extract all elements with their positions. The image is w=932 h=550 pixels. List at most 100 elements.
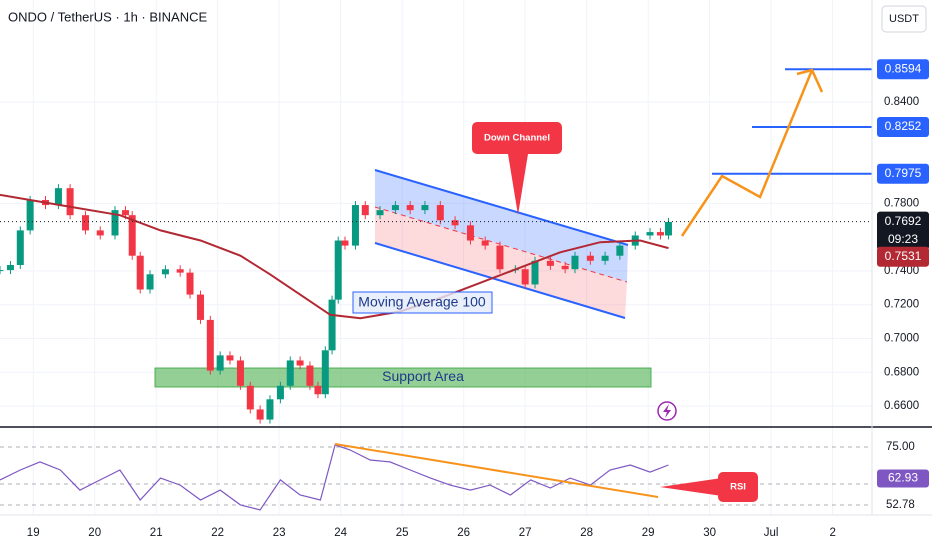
candle: [306, 365, 314, 386]
candle: [546, 260, 554, 266]
candle: [6, 265, 14, 271]
candle: [136, 255, 144, 290]
candle: [26, 199, 34, 231]
down-channel-callout: Down Channel: [472, 122, 562, 215]
x-tick-label: 23: [273, 527, 286, 539]
last-price-badge: [877, 211, 929, 250]
currency: USDT: [889, 13, 919, 25]
rsi-callout-text: RSI: [730, 482, 746, 493]
candle: [81, 215, 89, 231]
candle: [351, 205, 359, 246]
price-badge-text: 0.7975: [885, 166, 922, 180]
candle: [321, 350, 329, 395]
plot: [0, 68, 872, 424]
rsi-tick-label: 75.00: [886, 441, 915, 453]
callout-box: [472, 122, 562, 154]
ma-price-text: 0.7531: [885, 249, 922, 263]
x-tick-label: 19: [27, 527, 40, 539]
x-tick-label: 20: [88, 527, 101, 539]
candle: [206, 319, 214, 371]
candle: [121, 210, 129, 216]
candle: [421, 205, 429, 211]
ma-price-badge: [877, 246, 929, 267]
candle: [451, 220, 459, 226]
ma-label-box: [352, 291, 493, 314]
price-badge: [877, 117, 929, 138]
candle: [646, 232, 654, 236]
x-tick-label: 27: [519, 527, 532, 539]
candle: [266, 399, 274, 420]
candle: [276, 385, 284, 400]
candle: [481, 240, 489, 246]
icon-bolt: [663, 404, 671, 418]
candle: [436, 205, 444, 221]
rsi-callout-box: [718, 472, 758, 502]
callout-pointer: [508, 154, 528, 215]
candle: [466, 225, 474, 241]
support-label: Support Area: [382, 368, 464, 384]
candle: [186, 272, 194, 295]
candle: [328, 299, 336, 351]
support-rect: [154, 367, 652, 388]
candle: [146, 274, 154, 290]
y-tick-label: 0.7000: [884, 333, 919, 345]
candle: [376, 210, 384, 216]
rsi-trendline: [334, 443, 659, 498]
y-tick-label: 0.7800: [884, 197, 919, 209]
channel-upper-fill: [375, 170, 628, 282]
x-tick-label: 22: [211, 527, 224, 539]
candle: [16, 230, 24, 266]
candle: [406, 205, 414, 211]
candle: [521, 269, 529, 285]
last-price-text: 0.7692: [885, 214, 922, 228]
rsi-badge: [877, 469, 929, 488]
axes: 0.6600 0.6800 0.7000 0.7200 0.7400 0.7800 0.84…: [27, 59, 929, 539]
rsi-badge-text: 62.93: [888, 471, 918, 485]
support-zone: Support Area: [154, 367, 652, 388]
candle: [0, 270, 4, 272]
grid: [0, 0, 872, 515]
candle: [226, 355, 234, 361]
y-tick-label: 0.6800: [884, 366, 919, 378]
candle: [161, 269, 169, 275]
candle: [341, 240, 349, 246]
x-tick-label: 24: [334, 527, 347, 539]
candle: [66, 188, 74, 216]
candle: [96, 230, 104, 236]
channel-mid: [374, 206, 628, 283]
lightning-icon: [657, 401, 677, 421]
moving-average-line: [0, 193, 669, 320]
candle: [391, 205, 399, 211]
projection-arrowhead: [796, 68, 824, 93]
candle: [196, 294, 204, 320]
candle: [361, 205, 369, 216]
ma-label: Moving Average 100: [352, 291, 493, 314]
candle: [216, 355, 224, 371]
y-tick-label: 0.7400: [884, 265, 919, 277]
candle: [656, 232, 664, 236]
projection-path: [680, 69, 814, 237]
candle: [601, 255, 609, 261]
candle: [176, 269, 184, 273]
x-tick-label: 21: [150, 527, 163, 539]
price-badge-text: 0.8594: [885, 61, 922, 75]
ma-label-text: Moving Average 100: [358, 294, 486, 310]
x-tick-label: 25: [396, 527, 409, 539]
candle: [561, 265, 569, 270]
candle: [496, 245, 504, 270]
candle: [586, 255, 594, 261]
candle: [246, 385, 254, 410]
rsi-callout: RSI: [660, 472, 758, 502]
x-tick-label: 30: [703, 527, 716, 539]
x-tick-label: Jul: [764, 527, 779, 539]
candle: [531, 260, 539, 285]
candle: [111, 210, 119, 236]
candle: [616, 245, 624, 256]
y-tick-label: 0.8400: [884, 96, 919, 108]
callout-text: Down Channel: [484, 133, 550, 144]
x-tick-label: 26: [457, 527, 470, 539]
x-tick-label: 29: [642, 527, 655, 539]
chart-title: ONDO / TetherUS · 1h · BINANCE: [8, 9, 207, 24]
candle: [664, 221, 672, 236]
